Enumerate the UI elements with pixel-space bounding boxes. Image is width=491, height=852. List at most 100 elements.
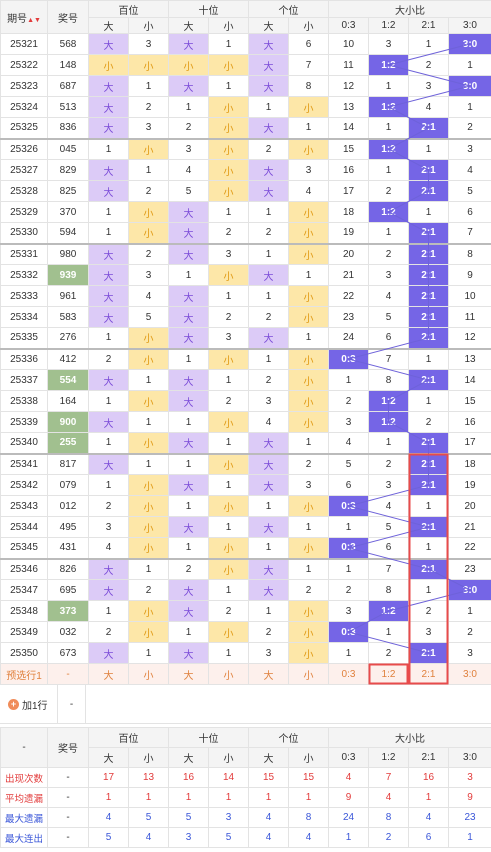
number-cell: 276 xyxy=(47,327,89,349)
ratio-miss-cell: 8 xyxy=(368,579,409,601)
stats-value: 8 xyxy=(288,807,329,828)
big-cell: 大 xyxy=(88,117,129,139)
period-cell: 25338 xyxy=(0,390,48,412)
stats-value: 4 xyxy=(248,827,289,848)
big-cell: 大 xyxy=(248,516,289,538)
table-row: 25330 594 1 小大 2 2 小 19 1 2:1 7 xyxy=(0,222,491,244)
prediction-cell[interactable]: 大 xyxy=(248,663,289,685)
number-cell: 032 xyxy=(47,621,89,643)
small-cell: 小 xyxy=(128,474,169,496)
ratio-hit-cell: 1:2 xyxy=(368,600,409,622)
small-cell: 小 xyxy=(128,516,169,538)
stats-hundred-header: 百位 xyxy=(88,727,169,748)
miss-count-cell: 4 xyxy=(88,537,129,559)
prediction-cell[interactable]: 大 xyxy=(88,663,129,685)
small-cell: 小 xyxy=(88,54,129,76)
ratio-miss-cell: 3 xyxy=(368,474,409,496)
stats-value: 3 xyxy=(168,827,209,848)
ratio-hit-cell: 0:3 xyxy=(328,347,369,370)
period-cell: 25329 xyxy=(0,201,48,223)
ratio-2-1-header: 2:1 xyxy=(408,17,449,34)
ratio-hit-cell: 2:1 xyxy=(408,516,449,538)
ratio-miss-cell: 23 xyxy=(328,306,369,328)
big-cell: 大 xyxy=(88,180,129,202)
ratio-miss-cell: 1 xyxy=(448,96,491,118)
ratio-hit-cell: 0:3 xyxy=(328,495,369,517)
big-cell: 大 xyxy=(88,75,129,97)
big-cell: 大 xyxy=(168,222,209,244)
stats-value: 4 xyxy=(368,787,409,808)
prediction-cell[interactable]: 3:0 xyxy=(448,663,491,685)
ratio-miss-cell: 11 xyxy=(448,306,491,328)
table-row: 25329 370 1 小大 1 1 小 18 1:2 1 6 xyxy=(0,201,491,223)
big-cell: 大 xyxy=(88,579,129,601)
prediction-cell[interactable]: 大 xyxy=(168,663,209,685)
period-header-label: 期号 xyxy=(7,13,28,25)
ratio-miss-cell: 1 xyxy=(448,600,491,622)
ratio-miss-cell: 6 xyxy=(368,327,409,349)
stats-row: 最大遗漏 -4 5 5 3 4 8 24 8 4 23 xyxy=(0,807,491,828)
ratio-hit-cell: 1:2 xyxy=(368,390,409,412)
ratio-miss-cell: 3 xyxy=(368,264,409,286)
period-cell: 25342 xyxy=(0,474,48,496)
miss-count-cell: 1 xyxy=(208,33,249,55)
miss-count-cell: 2 xyxy=(128,242,169,265)
period-header[interactable]: 期号▲▼ xyxy=(0,0,48,34)
small-cell: 小 xyxy=(208,264,249,286)
big-cell: 大 xyxy=(88,306,129,328)
ratio-hit-cell: 1:2 xyxy=(368,137,409,160)
ratio-hit-cell: 1:2 xyxy=(368,96,409,118)
miss-count-cell: 1 xyxy=(208,75,249,97)
table-row: 25340 255 1 小大 1 大 1 4 1 2:1 17 xyxy=(0,432,491,454)
period-cell: 25344 xyxy=(0,516,48,538)
big-cell: 大 xyxy=(248,474,289,496)
ratio-0-3-header: 0:3 xyxy=(328,17,369,34)
miss-count-cell: 1 xyxy=(208,432,249,454)
sort-arrows-icon[interactable]: ▲▼ xyxy=(27,16,41,24)
table-row: 25333 961 大 4 大 1 1 小 22 4 2:1 10 xyxy=(0,285,491,307)
ratio-miss-cell: 13 xyxy=(448,347,491,370)
ratio-miss-cell: 11 xyxy=(328,54,369,76)
add-row-label: 加1行 xyxy=(22,700,48,712)
period-cell: 25347 xyxy=(0,579,48,601)
big-cell: 大 xyxy=(248,33,289,55)
miss-count-cell: 2 xyxy=(248,137,289,160)
miss-count-cell: 1 xyxy=(248,600,289,622)
big-cell: 大 xyxy=(248,117,289,139)
prediction-cell[interactable]: 小 xyxy=(208,663,249,685)
miss-count-cell: 2 xyxy=(248,369,289,391)
stats-value: 8 xyxy=(368,807,409,828)
ratio-miss-cell: 2 xyxy=(328,579,369,601)
big-cell: 大 xyxy=(88,285,129,307)
stats-value: 3 xyxy=(208,807,249,828)
stats-value: 1 xyxy=(88,787,129,808)
miss-count-cell: 3 xyxy=(248,642,289,664)
miss-count-cell: 2 xyxy=(88,347,129,370)
miss-count-cell: 1 xyxy=(248,285,289,307)
prediction-cell[interactable]: 2:1 xyxy=(408,663,449,685)
ratio-miss-cell: 1 xyxy=(328,516,369,538)
number-cell: 513 xyxy=(47,96,89,118)
prediction-cell[interactable]: 小 xyxy=(288,663,329,685)
prediction-cell[interactable]: 小 xyxy=(128,663,169,685)
miss-count-cell: 1 xyxy=(168,96,209,118)
period-cell: 25325 xyxy=(0,117,48,139)
ratio-miss-cell: 24 xyxy=(328,327,369,349)
stats-value: 2 xyxy=(368,827,409,848)
miss-count-cell: 2 xyxy=(88,495,129,517)
miss-count-cell: 3 xyxy=(168,137,209,160)
stats-row: 出现次数 -17 13 16 14 15 15 4 7 16 3 xyxy=(0,767,491,788)
prediction-row[interactable]: 预选行1- 大小大小大小 0:3 1:2 2:1 3:0 xyxy=(0,663,491,685)
table-row: 25326 045 1 小 3 小 2 小 15 1:2 1 3 xyxy=(0,137,491,160)
ratio-hit-cell: 2:1 xyxy=(408,159,449,181)
add-row-button[interactable]: + 加1行 xyxy=(0,684,58,724)
prediction-cell[interactable]: 0:3 xyxy=(328,663,369,685)
miss-count-cell: 4 xyxy=(248,411,289,433)
ratio-miss-cell: 1 xyxy=(408,495,449,517)
ratio-miss-cell: 9 xyxy=(448,264,491,286)
miss-count-cell: 1 xyxy=(248,201,289,223)
trend-table: 期号▲▼ 奖号 百位 十位 个位 大小比 大 小 大 小 大 小 0:3 1:2… xyxy=(0,0,491,685)
stats-sub-header: 小 xyxy=(128,747,169,768)
prediction-cell[interactable]: 1:2 xyxy=(368,663,409,685)
ratio-miss-cell: 3 xyxy=(328,600,369,622)
